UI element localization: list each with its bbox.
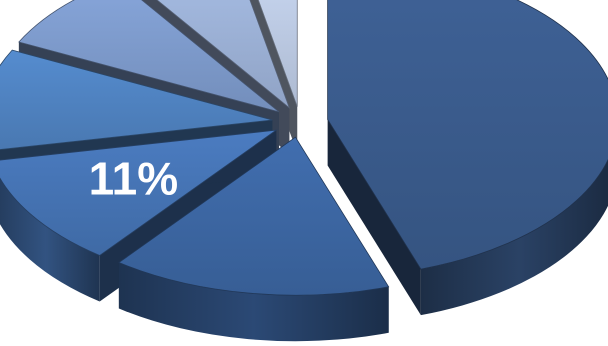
slice-outer-wall [420,159,608,316]
slice-side-wall [327,119,421,316]
slice-top [156,0,291,110]
slice-top [0,129,278,256]
pie-slice-2 [118,136,390,342]
pie-slice-1 [327,0,608,316]
slice-outer-wall [118,262,389,342]
slice-outer-wall [0,178,100,302]
slice-top [327,0,608,270]
data-label-slice-3: 11% [89,153,179,205]
slice-top [18,0,280,113]
slice-top [118,136,390,296]
slice-top [0,49,273,150]
slice-top [257,0,298,107]
